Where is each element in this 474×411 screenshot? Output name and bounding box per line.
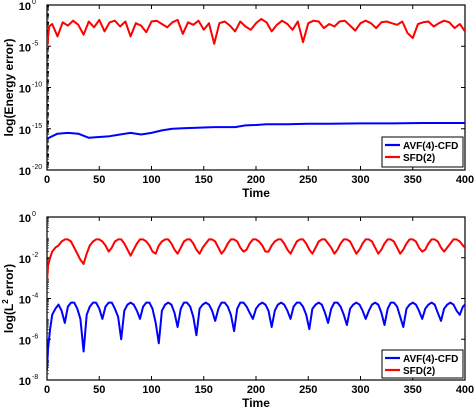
x-tick-label: 300 <box>351 174 369 186</box>
x-tick-label: 250 <box>299 384 317 396</box>
x-tick-label: 50 <box>93 174 105 186</box>
y-tick-label: 10 <box>19 1 31 13</box>
x-tick-label: 250 <box>299 174 317 186</box>
x-tick-label: 150 <box>195 384 213 396</box>
y-tick-exponent: -8 <box>32 374 38 381</box>
x-tick-label: 400 <box>456 384 474 396</box>
y-tick-label: 10 <box>19 295 31 307</box>
y-tick-label: 10 <box>19 254 31 266</box>
y-tick-exponent: -2 <box>32 252 38 259</box>
x-tick-label: 200 <box>247 174 265 186</box>
y-tick-exponent: -6 <box>32 333 38 340</box>
series-line-AVF(4)-CFD <box>47 301 465 370</box>
y-tick-exponent: -4 <box>32 293 38 300</box>
y-tick-label: 10 <box>19 166 31 178</box>
x-tick-label: 400 <box>456 174 474 186</box>
y-tick-exponent: 0 <box>32 211 36 218</box>
legend-label: AVF(4)-CFD <box>403 354 458 365</box>
x-tick-label: 300 <box>351 384 369 396</box>
y-tick-label: 10 <box>19 376 31 388</box>
y-tick-exponent: -5 <box>32 40 38 47</box>
x-tick-label: 350 <box>404 174 422 186</box>
x-tick-label: 200 <box>247 384 265 396</box>
x-tick-label: 0 <box>44 384 50 396</box>
x-axis-label: Time <box>242 186 270 200</box>
x-axis-label: Time <box>242 396 270 410</box>
series-line-SFD(2) <box>47 18 465 48</box>
y-tick-label: 10 <box>19 84 31 96</box>
legend-box <box>381 136 464 168</box>
y-tick-label: 10 <box>19 335 31 347</box>
y-tick-label: 10 <box>19 213 31 225</box>
y-tick-exponent: -10 <box>32 82 42 89</box>
x-tick-label: 100 <box>142 174 160 186</box>
x-tick-label: 150 <box>195 174 213 186</box>
legend-label: SFD(2) <box>403 366 435 377</box>
y-tick-exponent: -15 <box>32 123 42 130</box>
y-tick-exponent: -20 <box>32 164 42 171</box>
legend-label: SFD(2) <box>403 153 435 164</box>
x-tick-label: 50 <box>93 384 105 396</box>
legend-box <box>381 349 464 379</box>
y-axis-label: log(Energy error) <box>2 38 16 136</box>
series-line-AVF(4)-CFD <box>47 122 465 140</box>
x-tick-label: 0 <box>44 174 50 186</box>
y-axis-label: log(L2 error) <box>1 264 16 333</box>
series-line-SFD(2) <box>47 238 465 283</box>
y-tick-label: 10 <box>19 42 31 54</box>
y-tick-label: 10 <box>19 125 31 137</box>
x-tick-label: 350 <box>404 384 422 396</box>
y-tick-exponent: 0 <box>32 0 36 6</box>
legend-label: AVF(4)-CFD <box>403 141 458 152</box>
x-tick-label: 100 <box>142 384 160 396</box>
